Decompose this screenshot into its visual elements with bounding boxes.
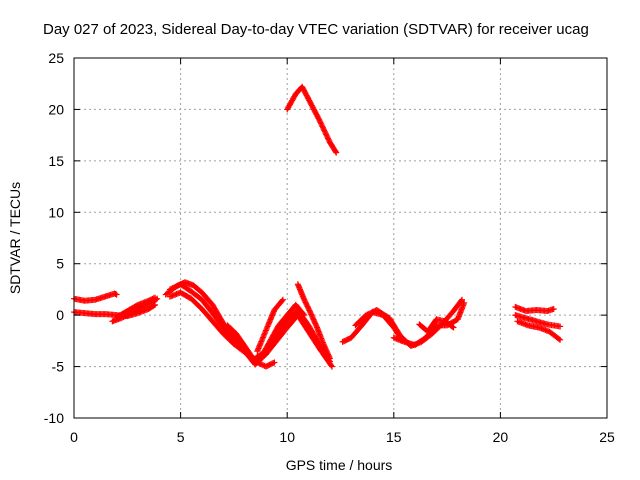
- y-tick-label: 0: [56, 307, 64, 323]
- x-tick-label: 25: [599, 429, 615, 445]
- data-point: [326, 355, 333, 362]
- data-point: [173, 283, 180, 290]
- series-arc-a: [71, 290, 120, 304]
- data-point: [278, 297, 285, 304]
- tick-labels: 0 5 10 15 20 25 -10 -5 0 5 10 15 20 25: [44, 50, 615, 445]
- data-point: [325, 136, 332, 143]
- data-point: [301, 298, 308, 305]
- series-arc-q: [416, 316, 457, 335]
- data-point: [319, 124, 326, 131]
- data-point: [166, 286, 173, 293]
- y-tick-label: 20: [48, 101, 64, 117]
- data-point: [319, 123, 326, 130]
- data-point: [323, 131, 330, 138]
- data-point: [113, 291, 120, 298]
- data-point: [306, 307, 313, 314]
- data-point: [172, 283, 179, 290]
- data-point: [557, 323, 564, 330]
- data-point: [258, 361, 265, 368]
- y-axis-label: SDTVAR / TECUs: [7, 182, 23, 294]
- series-arc-g: [166, 289, 248, 356]
- data-point: [328, 362, 335, 369]
- data-point: [170, 284, 177, 291]
- data-point: [557, 336, 564, 343]
- data-point: [364, 311, 371, 318]
- series-arc-m: [284, 83, 340, 156]
- data-point: [303, 300, 310, 307]
- data-point: [555, 335, 562, 342]
- y-tick-label: -10: [44, 410, 64, 426]
- data-point: [304, 303, 311, 310]
- data-point: [307, 308, 314, 315]
- y-tick-label: 15: [48, 153, 64, 169]
- data-point: [315, 115, 322, 122]
- data-point: [301, 296, 308, 303]
- x-tick-label: 5: [177, 429, 185, 445]
- data-point: [169, 285, 176, 292]
- plot-frame: [73, 57, 608, 419]
- y-tick-label: 5: [56, 256, 64, 272]
- y-tick-label: -5: [52, 359, 65, 375]
- data-point: [459, 296, 466, 303]
- data-point: [303, 302, 310, 309]
- data-point: [279, 296, 286, 303]
- data-point: [461, 299, 468, 306]
- grid-lines: [74, 58, 607, 418]
- data-point: [321, 128, 328, 135]
- data-point: [320, 126, 327, 133]
- data-point: [321, 127, 328, 134]
- chart-title: Day 027 of 2023, Sidereal Day-to-day VTE…: [43, 21, 589, 38]
- data-point: [333, 149, 340, 156]
- series-arc-s: [512, 312, 564, 330]
- y-tick-label: 25: [48, 50, 64, 66]
- series-arc-d: [113, 294, 159, 321]
- data-point: [324, 135, 331, 142]
- data-point: [322, 130, 329, 137]
- data-point: [332, 148, 339, 155]
- data-point: [363, 312, 370, 319]
- data-point: [368, 309, 375, 316]
- x-tick-label: 15: [386, 429, 402, 445]
- x-tick-label: 10: [279, 429, 295, 445]
- axis-ticks: [73, 57, 608, 419]
- series-arc-t: [514, 318, 564, 343]
- data-point: [450, 324, 457, 331]
- data-point: [318, 120, 325, 127]
- data-point: [317, 119, 324, 126]
- data-points: [71, 83, 564, 370]
- data-point: [550, 305, 557, 312]
- series-arc-l: [294, 281, 333, 362]
- x-tick-label: 20: [493, 429, 509, 445]
- x-axis-label: GPS time / hours: [286, 457, 393, 473]
- series-arc-k: [254, 296, 286, 355]
- x-tick-label: 0: [70, 429, 78, 445]
- series-arc-r: [512, 303, 557, 315]
- data-point: [150, 295, 157, 302]
- data-point: [324, 134, 331, 141]
- data-point: [271, 359, 278, 366]
- data-point: [152, 294, 159, 301]
- data-point: [302, 299, 309, 306]
- data-point: [305, 306, 312, 313]
- data-point: [305, 304, 312, 311]
- data-point: [328, 363, 335, 370]
- data-point: [168, 285, 175, 292]
- data-point: [318, 122, 325, 129]
- data-point: [369, 308, 376, 315]
- data-point: [365, 310, 372, 317]
- data-point: [260, 362, 267, 369]
- y-tick-label: 10: [48, 204, 64, 220]
- data-point: [316, 118, 323, 125]
- data-point: [449, 323, 456, 330]
- data-point: [316, 116, 323, 123]
- data-point: [367, 310, 374, 317]
- data-point: [323, 132, 330, 139]
